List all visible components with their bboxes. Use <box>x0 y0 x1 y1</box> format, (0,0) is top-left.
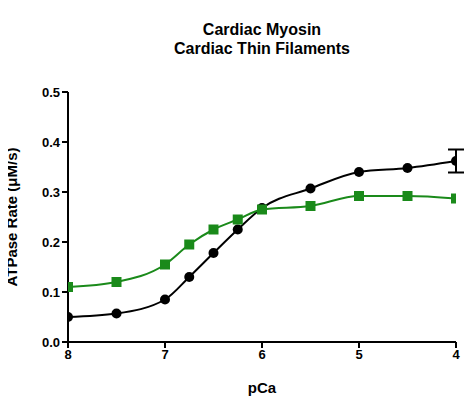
svg-text:0.5: 0.5 <box>42 85 60 100</box>
html-text:Cardiac Myosin: Cardiac Myosin <box>202 21 322 38</box>
svg-text:0.0: 0.0 <box>42 335 60 350</box>
svg-text:5: 5 <box>355 347 362 362</box>
svg-text:0.1: 0.1 <box>42 285 60 300</box>
svg-text:0.2: 0.2 <box>42 235 60 250</box>
svg-text:0.3: 0.3 <box>42 185 60 200</box>
svg-text:4: 4 <box>452 347 460 362</box>
svg-text:ATPase Rate (μM/s): ATPase Rate (μM/s) <box>8 148 20 287</box>
svg-text:6: 6 <box>258 347 265 362</box>
svg-text:8: 8 <box>64 347 71 362</box>
svg-text:0.4: 0.4 <box>42 135 61 150</box>
svg-text:7: 7 <box>161 347 168 362</box>
svg-text:pCa: pCa <box>248 379 277 396</box>
html-text:Cardiac Thin Filaments: Cardiac Thin Filaments <box>174 40 350 57</box>
